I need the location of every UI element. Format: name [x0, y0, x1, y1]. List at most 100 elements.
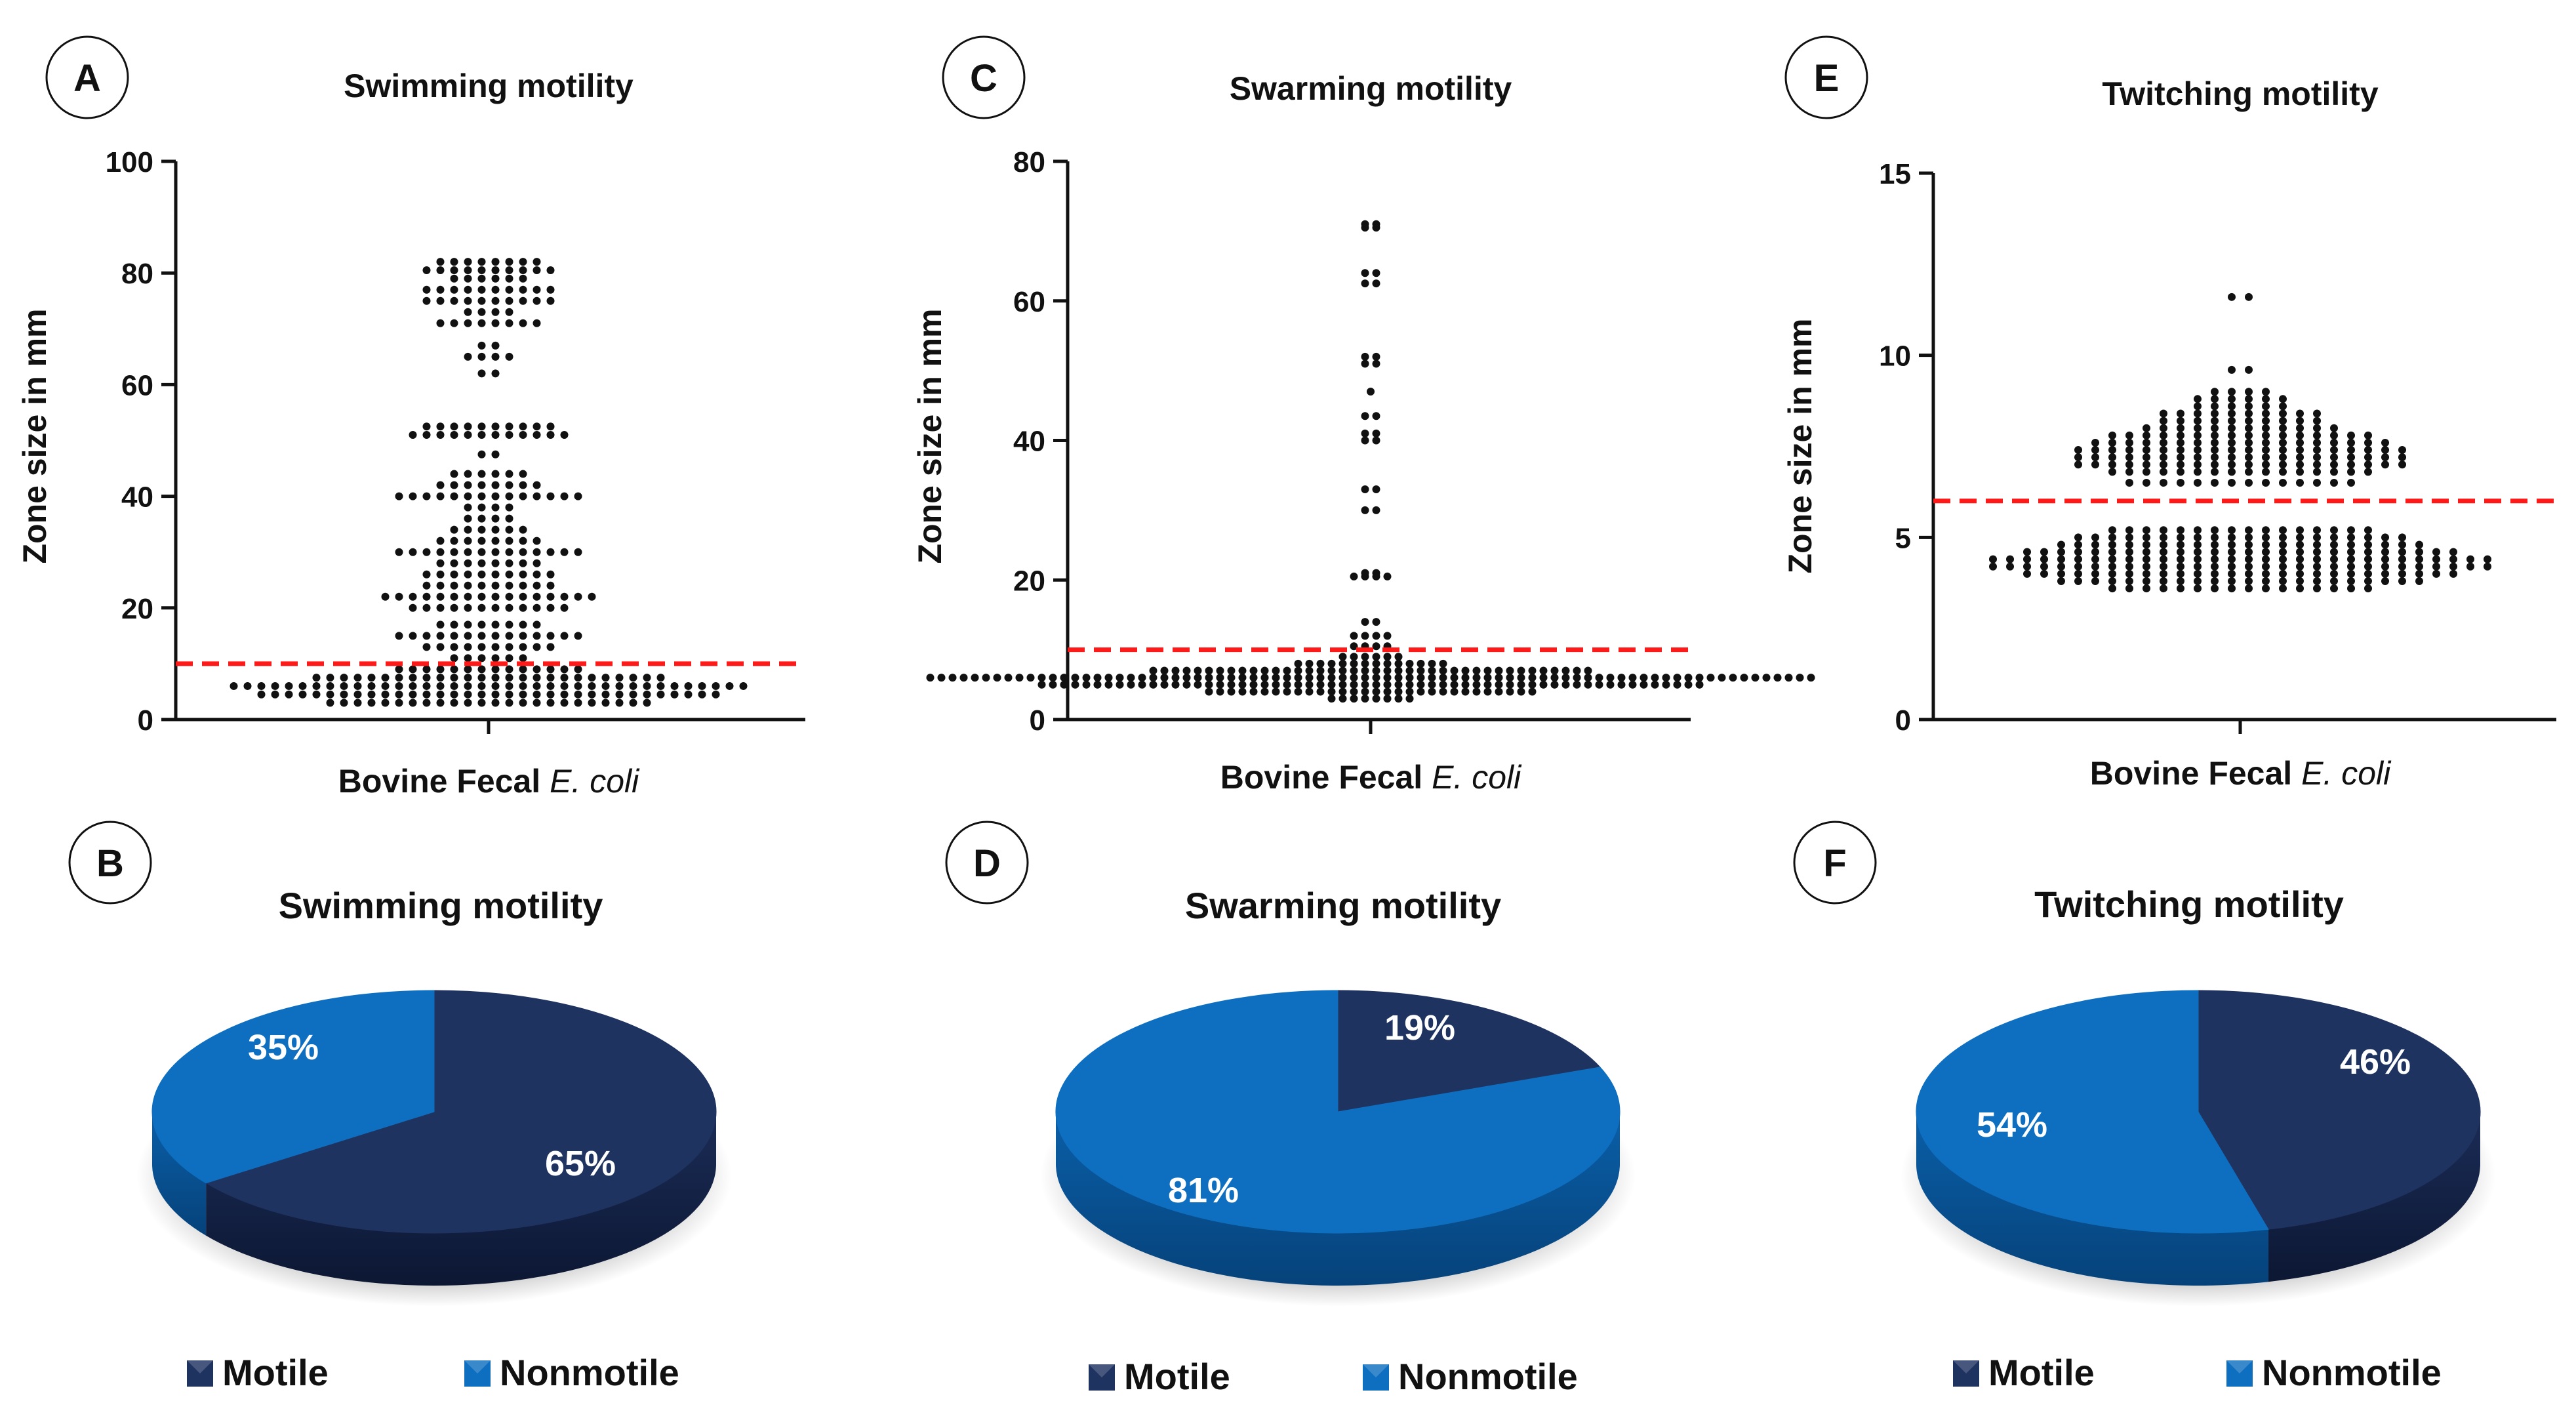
data-point: [2211, 569, 2219, 578]
data-point: [2364, 446, 2372, 455]
data-point: [2484, 562, 2491, 571]
data-point: [656, 674, 665, 682]
data-point: [2023, 562, 2031, 571]
data-point: [422, 665, 431, 674]
data-point: [2415, 548, 2423, 556]
data-point: [436, 620, 445, 629]
data-point: [1372, 659, 1380, 668]
data-point: [1338, 666, 1347, 675]
y-tick-label: 15: [1879, 158, 1911, 190]
legend-swatch-box: [1363, 1364, 1389, 1391]
data-point: [1506, 674, 1514, 682]
data-point: [1171, 666, 1180, 675]
legend-label-nonmotile: Nonmotile: [500, 1352, 679, 1393]
data-point: [2245, 577, 2253, 585]
data-point: [436, 570, 445, 579]
data-point: [477, 481, 486, 489]
data-point: [2245, 479, 2253, 487]
data-point: [2125, 562, 2133, 571]
data-point: [2057, 562, 2065, 571]
data-point: [574, 592, 582, 601]
data-point: [1327, 695, 1336, 703]
data-point: [2194, 540, 2202, 549]
data-point: [2364, 548, 2372, 556]
data-point: [477, 319, 486, 327]
data-point: [505, 422, 513, 431]
data-point: [2262, 431, 2270, 439]
data-point: [1227, 666, 1236, 675]
data-point: [2364, 431, 2372, 439]
pie-panel-f: Twitching motility 46% 54% Motile Nonmotile: [1901, 884, 2496, 1393]
data-point: [1327, 674, 1336, 682]
data-point: [1361, 279, 1369, 288]
data-point: [1417, 680, 1425, 689]
pie-panel-d: Swarming motility 19% 81% Motile Nonmotile: [1040, 885, 1636, 1397]
data-point: [2381, 569, 2389, 578]
data-point: [477, 681, 486, 690]
data-point: [2313, 548, 2321, 556]
data-point: [1260, 687, 1269, 696]
data-point: [2449, 548, 2457, 556]
data-point: [698, 690, 706, 699]
data-point: [2177, 424, 2184, 432]
data-point: [464, 422, 472, 431]
legend-swatch-nonmotile: [2226, 1360, 2253, 1387]
data-point: [477, 266, 486, 274]
data-point: [560, 492, 569, 500]
data-point: [1194, 674, 1202, 682]
data-point: [2296, 526, 2304, 535]
data-point: [464, 537, 472, 545]
data-point: [615, 674, 624, 682]
data-point: [533, 581, 541, 590]
data-point: [2347, 526, 2355, 535]
data-point: [450, 548, 458, 556]
data-point: [2108, 526, 2116, 535]
data-point: [2177, 584, 2184, 593]
y-tick-label: 60: [1013, 286, 1045, 318]
data-point: [1171, 674, 1180, 682]
data-point: [1372, 680, 1380, 689]
data-point: [2228, 555, 2236, 563]
data-point: [533, 674, 541, 682]
data-point: [1082, 674, 1091, 682]
data-point: [1428, 687, 1436, 696]
pie-value-label: 65%: [545, 1144, 616, 1183]
data-point: [1439, 687, 1447, 696]
data-point: [477, 274, 486, 283]
data-point: [574, 492, 582, 500]
data-point: [2177, 431, 2184, 439]
data-point: [2143, 446, 2150, 455]
data-point: [1784, 674, 1793, 682]
data-point: [1506, 680, 1514, 689]
data-point: [257, 690, 266, 699]
data-point: [1495, 680, 1503, 689]
data-point: [2074, 555, 2082, 563]
data-point: [491, 654, 500, 662]
data-point: [1405, 695, 1414, 703]
data-point: [422, 285, 431, 294]
data-point: [1171, 680, 1180, 689]
data-point: [2398, 453, 2406, 462]
data-point: [2364, 453, 2372, 462]
data-point: [971, 674, 979, 682]
data-point: [1149, 666, 1157, 675]
data-point: [2228, 417, 2236, 425]
pie-value-label: 46%: [2340, 1042, 2411, 1082]
data-point: [546, 548, 555, 556]
data-point: [2125, 453, 2133, 462]
data-point: [450, 258, 458, 266]
data-point: [2313, 438, 2321, 447]
data-point: [1989, 562, 1997, 571]
data-point: [464, 470, 472, 478]
data-point: [1316, 659, 1325, 668]
data-point: [477, 654, 486, 662]
data-point: [1617, 674, 1626, 682]
data-point: [1428, 680, 1436, 689]
data-point: [1495, 674, 1503, 682]
data-point: [2228, 453, 2236, 462]
panel-letter-circle: [1793, 821, 1877, 905]
data-point: [1573, 680, 1581, 689]
data-point: [533, 632, 541, 640]
data-point: [2211, 540, 2219, 549]
data-point: [491, 470, 500, 478]
